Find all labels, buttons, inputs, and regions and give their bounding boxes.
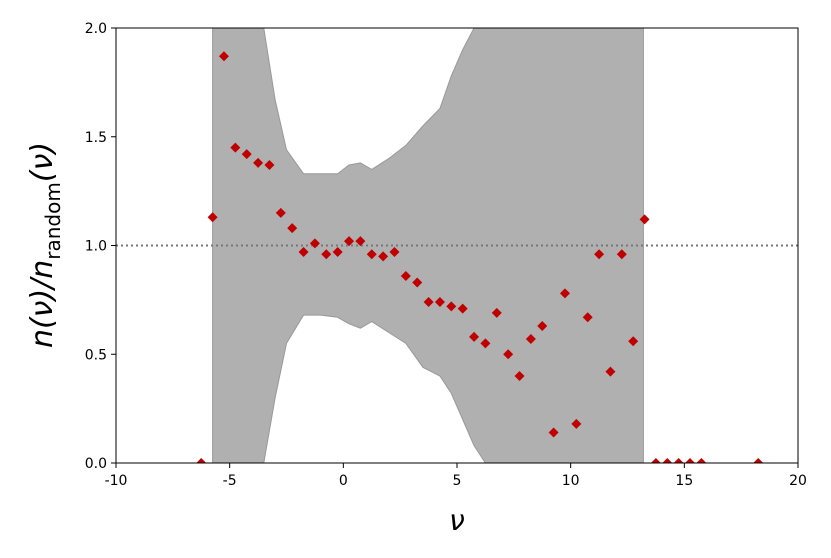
point — [514, 371, 525, 381]
point — [582, 312, 593, 323]
x-tick-label: 10 — [562, 473, 580, 489]
point — [753, 458, 764, 463]
x-tick-label: 15 — [675, 473, 693, 489]
point — [309, 238, 320, 249]
point — [253, 157, 264, 168]
axes: -10 -5 0 5 10 15 20 0.0 0.5 1.0 1.5 2.0 — [85, 21, 807, 489]
x-tick-label: 0 — [339, 473, 348, 489]
point — [389, 247, 400, 258]
point — [378, 251, 389, 262]
y-axis-label: n(ν)/nrandom(ν) — [25, 142, 65, 348]
y-tick-label: 1.0 — [85, 239, 107, 255]
x-tick-label: -10 — [105, 473, 128, 489]
point — [537, 320, 548, 331]
point — [491, 307, 502, 318]
y-label-end: (ν) — [25, 142, 60, 182]
point — [457, 303, 468, 314]
y-tick-label: 0.0 — [85, 456, 107, 472]
point — [503, 349, 514, 360]
point — [650, 458, 661, 463]
point — [571, 418, 582, 429]
confidence-band — [212, 28, 644, 463]
point — [639, 214, 650, 225]
point — [616, 249, 627, 260]
point — [480, 338, 491, 349]
point — [400, 270, 411, 281]
point — [434, 297, 445, 308]
point — [605, 366, 616, 377]
point — [446, 301, 457, 312]
point — [594, 249, 605, 260]
point — [207, 212, 218, 223]
point — [628, 336, 639, 347]
y-tick-label: 1.5 — [85, 130, 107, 146]
x-tick-label: 5 — [453, 473, 462, 489]
y-tick-label: 0.5 — [85, 347, 107, 363]
x-tick-label: 20 — [789, 473, 807, 489]
point — [196, 458, 207, 463]
point — [662, 458, 673, 463]
point — [559, 288, 570, 299]
point — [412, 277, 423, 288]
point — [548, 427, 559, 438]
x-tick-label: -5 — [223, 473, 237, 489]
point — [332, 247, 343, 258]
point — [673, 458, 684, 463]
point — [275, 207, 286, 218]
point — [287, 223, 298, 234]
point — [469, 331, 480, 342]
point — [264, 160, 275, 171]
point — [298, 247, 309, 258]
point — [525, 334, 536, 345]
point — [321, 249, 332, 260]
point — [366, 249, 377, 260]
plot-area — [116, 28, 798, 463]
point — [355, 236, 366, 247]
y-tick-label: 2.0 — [85, 21, 107, 37]
point — [218, 51, 229, 62]
x-axis-label: ν — [449, 504, 465, 537]
point — [423, 297, 434, 308]
point — [241, 149, 252, 160]
point — [344, 236, 355, 247]
point — [696, 458, 707, 463]
y-label-sub: random — [41, 182, 65, 260]
y-label-main: n(ν)/n — [25, 260, 60, 348]
point — [230, 142, 241, 153]
point — [685, 458, 696, 463]
